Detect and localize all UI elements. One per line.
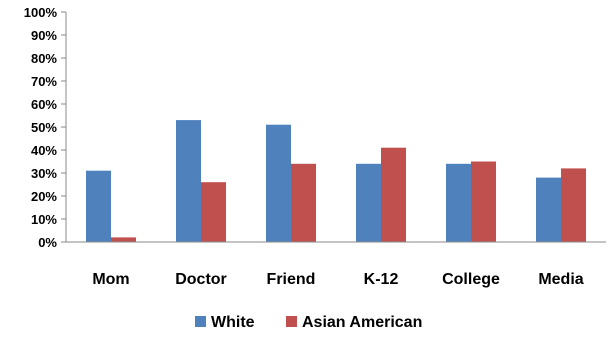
y-tick-label: 50%: [31, 120, 57, 135]
y-tick-label: 10%: [31, 212, 57, 227]
bar-mom-white: [86, 170, 111, 242]
x-category-label: Mom: [92, 271, 129, 288]
x-category-label: Doctor: [175, 271, 227, 288]
y-tick-label: 30%: [31, 166, 57, 181]
x-category-label: Friend: [267, 271, 316, 288]
bar-k-12-white: [356, 163, 381, 242]
x-axis: Mom Doctor Friend K-12 College Media: [66, 241, 606, 288]
legend-swatch-asian-american: [286, 316, 297, 327]
x-category-label: Media: [538, 271, 583, 288]
x-category-label: K-12: [364, 271, 399, 288]
bar-doctor-asian-american: [201, 182, 226, 242]
y-axis: 0% 10% 20% 30% 40% 50% 60% 70% 80% 90% 100%: [24, 5, 67, 250]
bar-mom-asian-american: [111, 237, 136, 242]
y-tick-label: 70%: [31, 74, 57, 89]
bar-doctor-white: [176, 120, 201, 242]
bar-media-asian-american: [561, 168, 586, 242]
bar-friend-asian-american: [291, 163, 316, 242]
legend-swatch-white: [195, 316, 206, 327]
y-tick-label: 40%: [31, 143, 57, 158]
bar-media-white: [536, 177, 561, 242]
y-tick-label: 90%: [31, 28, 57, 43]
bar-k-12-asian-american: [381, 147, 406, 242]
bar-college-white: [446, 163, 471, 242]
y-tick-label: 80%: [31, 51, 57, 66]
x-category-label: College: [442, 271, 500, 288]
legend-label: Asian American: [302, 314, 422, 331]
bar-friend-white: [266, 124, 291, 242]
legend-label: White: [211, 314, 255, 331]
bars: [86, 120, 586, 242]
legend: White Asian American: [195, 314, 422, 331]
y-tick-label: 100%: [24, 5, 58, 20]
y-tick-label: 20%: [31, 189, 57, 204]
y-tick-label: 0%: [38, 235, 57, 250]
y-tick-label: 60%: [31, 97, 57, 112]
bar-college-asian-american: [471, 161, 496, 242]
